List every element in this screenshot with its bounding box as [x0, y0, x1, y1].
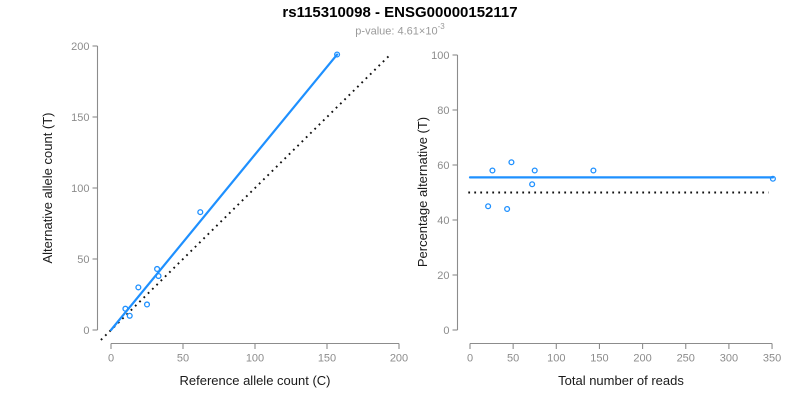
y-tick-label: 0 [83, 325, 89, 337]
y-tick-label: 200 [71, 41, 89, 53]
pvalue-base: p-value: 4.61×10 [355, 25, 438, 38]
x-tick-label: 0 [108, 353, 114, 365]
data-point [143, 301, 151, 308]
y-tick-label: 40 [437, 215, 449, 227]
x-tick-label: 50 [507, 353, 519, 365]
x-tick-label: 150 [590, 353, 608, 365]
data-point [126, 312, 133, 319]
data-point [769, 175, 776, 182]
data-point [334, 51, 341, 58]
x-tick-label: 100 [246, 353, 264, 365]
fit-line [109, 53, 339, 332]
data-point [508, 159, 515, 166]
x-tick-label: 50 [177, 353, 189, 365]
y-tick-label: 100 [431, 50, 449, 62]
y-axis-label: Alternative allele count (T) [40, 112, 55, 263]
data-point [154, 265, 161, 272]
x-tick-label: 300 [720, 353, 738, 365]
y-tick-label: 20 [437, 270, 449, 282]
x-tick-label: 350 [763, 353, 781, 365]
chart-subtitle: p-value: 4.61×10-3 [0, 22, 800, 38]
data-point [122, 305, 129, 312]
plot-percentage-vs-reads: 0 20 40 60 80 100 0 50 100 150 200 250 300 350 Total n… [415, 50, 781, 388]
y-tick-label: 50 [77, 254, 89, 266]
data-point [489, 167, 496, 174]
data-point [155, 272, 162, 280]
y-tick-label: 60 [437, 160, 449, 172]
x-tick-label: 200 [390, 353, 408, 365]
data-point [531, 167, 538, 174]
x-tick-label: 100 [547, 353, 565, 365]
x-tick-label: 0 [467, 353, 473, 365]
plot-allele-counts: 0 50 100 150 200 0 50 100 150 200 Reference allele… [40, 41, 408, 388]
data-point [135, 284, 142, 291]
data-point [485, 203, 492, 210]
y-axis-label: Percentage alternative (T) [415, 117, 430, 267]
data-point [529, 181, 536, 188]
x-tick-label: 250 [677, 353, 695, 365]
x-axis-label: Reference allele count (C) [179, 373, 330, 388]
x-axis-label: Total number of reads [558, 373, 684, 388]
data-point [590, 167, 597, 174]
data-point [504, 205, 511, 213]
y-tick-label: 100 [71, 183, 89, 195]
chart-title: rs115310098 - ENSG00000152117 [282, 4, 518, 21]
pvalue-exponent: -3 [437, 22, 445, 31]
data-point [197, 209, 204, 216]
x-tick-label: 200 [633, 353, 651, 365]
reference-line [100, 55, 390, 341]
y-tick-label: 80 [437, 105, 449, 117]
x-tick-label: 150 [318, 353, 336, 365]
y-tick-label: 0 [443, 325, 449, 337]
y-tick-label: 150 [71, 112, 89, 124]
